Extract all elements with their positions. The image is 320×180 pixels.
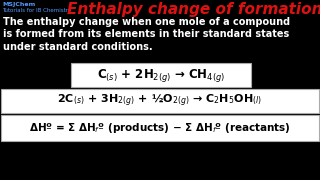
- Text: Tutorials for IB Chemistry: Tutorials for IB Chemistry: [2, 8, 71, 13]
- Text: ΔHº = Σ ΔH$_f$º (products) − Σ ΔH$_f$º (reactants): ΔHº = Σ ΔH$_f$º (products) − Σ ΔH$_f$º (…: [29, 121, 291, 135]
- Text: The enthalpy change when one mole of a compound
is formed from its elements in t: The enthalpy change when one mole of a c…: [3, 17, 290, 52]
- FancyBboxPatch shape: [1, 115, 319, 141]
- Text: MSJChem: MSJChem: [2, 2, 35, 7]
- FancyBboxPatch shape: [71, 63, 251, 87]
- Text: C$_{(s)}$ + 2H$_{2(g)}$ → CH$_{4(g)}$: C$_{(s)}$ + 2H$_{2(g)}$ → CH$_{4(g)}$: [97, 66, 225, 84]
- Text: Enthalpy change of formation: Enthalpy change of formation: [67, 2, 320, 17]
- FancyBboxPatch shape: [1, 89, 319, 113]
- Text: 2C$_{(s)}$ + 3H$_{2(g)}$ + ½O$_{2(g)}$ → C$_2$H$_5$OH$_{(l)}$: 2C$_{(s)}$ + 3H$_{2(g)}$ + ½O$_{2(g)}$ →…: [58, 93, 262, 109]
